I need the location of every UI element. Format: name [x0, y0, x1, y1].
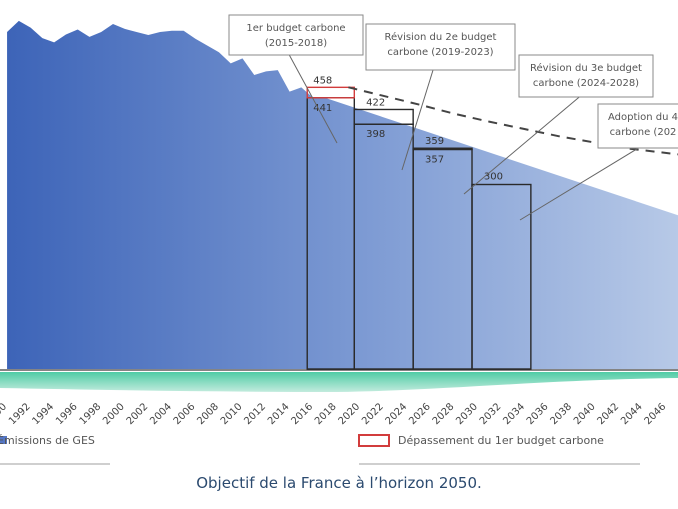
- initial-budget-box: [353, 108, 414, 125]
- x-tick-label: 2028: [431, 401, 457, 427]
- chart-caption: Objectif de la France à l’horizon 2050.: [196, 474, 482, 492]
- annotation-box: [365, 23, 516, 71]
- x-tick-label: 2030: [454, 401, 480, 427]
- annotation-text: carbone (2024-2028): [533, 78, 639, 89]
- annotation-box: [228, 14, 364, 56]
- x-tick-label: 2004: [148, 401, 174, 427]
- x-tick-label: 2034: [501, 401, 527, 427]
- x-tick-label: 2036: [525, 401, 551, 427]
- x-tick-label: 2024: [384, 401, 410, 427]
- annotation-text: Révision du 2e budget: [385, 31, 497, 43]
- x-tick-label: 2012: [242, 401, 268, 427]
- annotation-text: 1er budget carbone: [246, 23, 345, 34]
- x-tick-label: 1998: [78, 401, 104, 427]
- x-tick-label: 2008: [195, 401, 221, 427]
- x-tick-label: 2044: [619, 401, 645, 427]
- budget-revised-label: 398: [366, 129, 385, 140]
- legend-swatch-emissions: [0, 436, 7, 444]
- annotation-text: Révision du 3e budget: [530, 62, 642, 74]
- snbc-dashed-trajectory: [348, 86, 678, 156]
- annotation-box: [597, 103, 678, 149]
- annotation-text: carbone (202: [610, 127, 677, 138]
- x-tick-label: 2018: [313, 401, 339, 427]
- budget-revised-label: 300: [484, 172, 503, 183]
- budget-initial-label: 422: [366, 97, 385, 108]
- budget-box: [471, 183, 532, 370]
- legend-label-exceed: Dépassement du 1er budget carbone: [398, 434, 604, 447]
- budget-initial-label: 359: [425, 136, 444, 147]
- budget-revised-label: 357: [425, 154, 444, 165]
- x-tick-label: 2016: [289, 401, 315, 427]
- initial-budget-box: [412, 147, 473, 151]
- annotation-text: Adoption du 4: [608, 112, 678, 123]
- annotation-leader: [519, 147, 639, 221]
- annotation-box: [518, 54, 654, 98]
- budget-initial-label: 458: [313, 75, 332, 86]
- absorption-band: [0, 372, 678, 392]
- budget-revised-label: 441: [313, 103, 332, 114]
- x-tick-label: 1992: [7, 401, 33, 427]
- annotation-text: (2015-2018): [265, 38, 327, 49]
- legend-swatch-exceed: [358, 434, 390, 447]
- x-tick-label: 2010: [219, 401, 245, 427]
- annotation-leader: [463, 96, 580, 195]
- emissions-area: [7, 20, 678, 369]
- x-tick-label: 2038: [548, 401, 574, 427]
- x-tick-label: 2032: [478, 401, 504, 427]
- annotation-text: carbone (2019-2023): [387, 47, 493, 58]
- x-tick-label: 1996: [54, 401, 80, 427]
- x-tick-label: 2000: [101, 401, 127, 427]
- x-tick-label: 2022: [360, 401, 386, 427]
- x-tick-label: 2046: [643, 401, 669, 427]
- x-tick-label: 2040: [572, 401, 598, 427]
- x-tick-label: 2020: [337, 401, 363, 427]
- annotation-leader: [401, 69, 434, 171]
- annotation-leader: [288, 54, 338, 144]
- x-tick-label: 1990: [0, 401, 9, 427]
- x-tick-label: 2014: [266, 401, 292, 427]
- x-tick-label: 2026: [407, 401, 433, 427]
- x-tick-label: 2002: [125, 401, 151, 427]
- legend-label-emissions: Émissions de GES: [0, 434, 95, 447]
- x-tick-label: 2006: [172, 401, 198, 427]
- exceed-box: [306, 86, 356, 99]
- x-tick-label: 2042: [595, 401, 621, 427]
- x-tick-label: 1994: [30, 401, 56, 427]
